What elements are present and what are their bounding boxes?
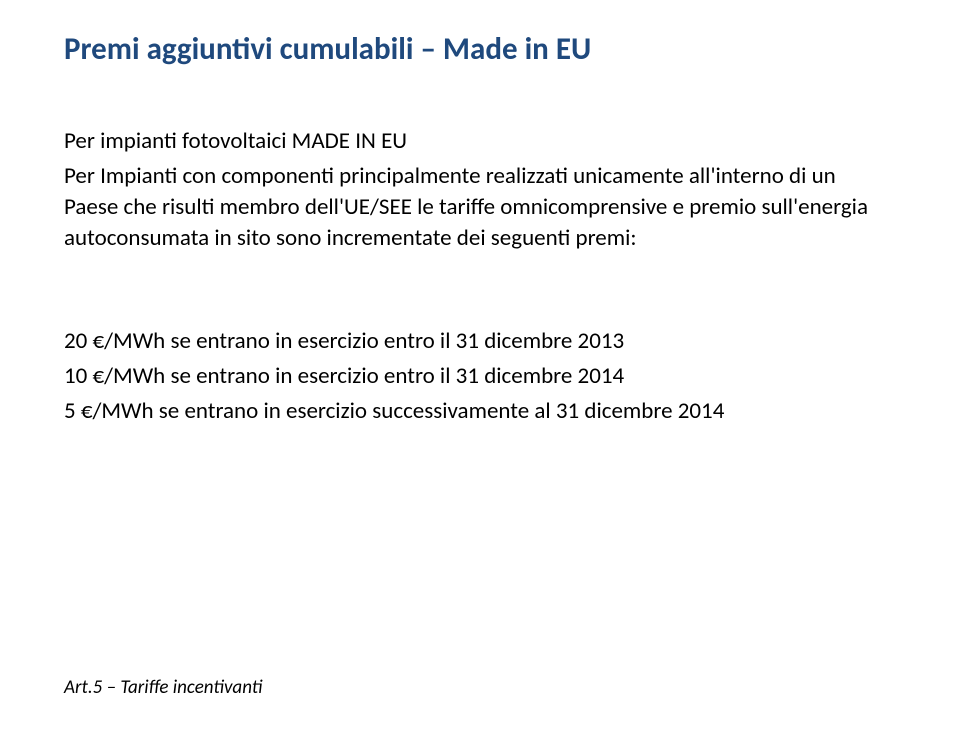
list-item: 10 €/MWh se entrano in esercizio entro i… [64,361,895,392]
lead-line: Per impianti fotovoltaici MADE IN EU [64,126,895,157]
premium-list: 20 €/MWh se entrano in esercizio entro i… [64,326,895,427]
list-item: 20 €/MWh se entrano in esercizio entro i… [64,326,895,357]
slide-container: Premi aggiuntivi cumulabili – Made in EU… [0,0,959,739]
list-item: 5 €/MWh se entrano in esercizio successi… [64,396,895,427]
main-paragraph: Per Impianti con componenti principalmen… [64,161,895,254]
slide-title: Premi aggiuntivi cumulabili – Made in EU [64,30,895,68]
slide-body: Per impianti fotovoltaici MADE IN EU Per… [64,126,895,427]
footer-reference: Art.5 – Tariffe incentivanti [64,676,262,699]
spacer [64,292,895,326]
